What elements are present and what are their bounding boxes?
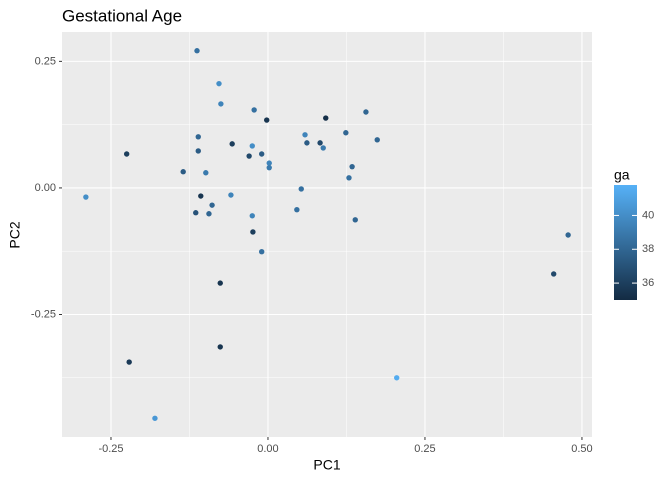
point — [258, 249, 265, 255]
point — [266, 160, 272, 166]
point — [374, 137, 380, 143]
point — [126, 359, 132, 365]
point — [317, 140, 323, 146]
colorbar — [614, 185, 637, 300]
y-axis-title: PC2 — [7, 221, 23, 248]
x-tick-label: 0.00 — [257, 443, 278, 455]
colorbar-tick-label: 38 — [642, 243, 654, 255]
colorbar-tick-label: 36 — [642, 277, 654, 289]
point — [195, 134, 201, 140]
y-tick-label: 0.25 — [35, 55, 56, 67]
panel — [62, 32, 592, 437]
point — [550, 271, 557, 277]
point — [323, 115, 329, 121]
point — [320, 145, 326, 151]
point — [203, 170, 209, 176]
point — [249, 143, 255, 149]
colorbar-tick-label: 40 — [642, 209, 654, 221]
point — [343, 130, 349, 136]
x-axis-title: PC1 — [313, 457, 340, 473]
point — [246, 153, 252, 159]
point — [218, 101, 224, 107]
point — [266, 164, 272, 171]
point — [304, 140, 310, 146]
point — [298, 186, 304, 192]
colorbar-title: ga — [614, 167, 630, 183]
point — [251, 107, 257, 113]
point — [250, 229, 256, 235]
point — [249, 213, 255, 219]
point — [352, 217, 358, 223]
point — [198, 193, 204, 199]
point — [264, 117, 270, 123]
point — [229, 141, 235, 147]
point — [349, 163, 355, 170]
y-tick-label: 0.00 — [35, 182, 56, 194]
point — [152, 415, 158, 421]
point — [83, 194, 89, 200]
point — [209, 202, 215, 208]
x-tick-label: 0.25 — [414, 443, 435, 455]
point — [565, 232, 571, 238]
chart-title: Gestational Age — [62, 6, 182, 25]
y-tick-label: -0.25 — [31, 308, 56, 320]
point — [302, 132, 308, 138]
point — [194, 48, 200, 54]
point — [123, 151, 130, 157]
point — [217, 280, 223, 286]
points — [83, 48, 571, 421]
point — [217, 344, 223, 350]
point — [216, 80, 222, 87]
point — [394, 375, 400, 381]
point — [195, 148, 201, 154]
point — [258, 151, 265, 157]
point — [206, 211, 212, 217]
point — [346, 175, 352, 181]
point — [228, 192, 234, 198]
point — [363, 109, 369, 115]
grid — [62, 32, 592, 437]
x-tick-label: -0.25 — [98, 443, 123, 455]
point — [294, 206, 300, 213]
point — [180, 169, 186, 175]
point — [193, 210, 199, 216]
x-tick-label: 0.50 — [571, 443, 592, 455]
